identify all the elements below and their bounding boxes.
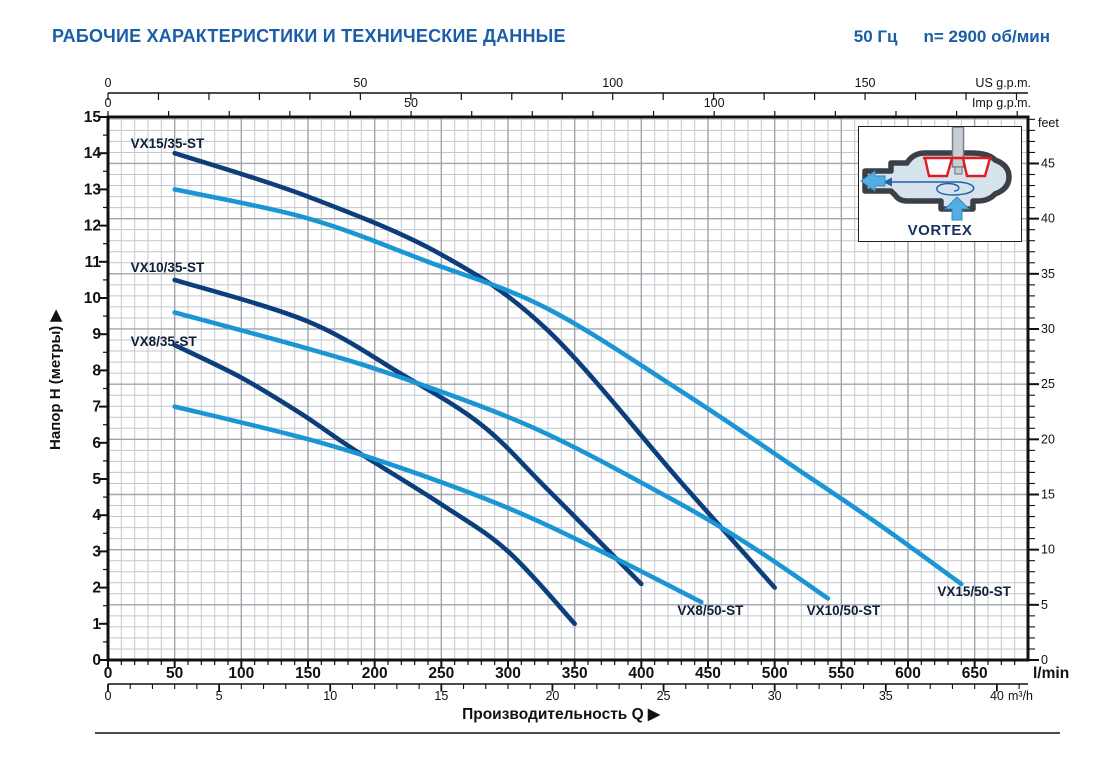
curve-vx10-50-st (172, 310, 831, 601)
tick-label: 10 (323, 689, 337, 703)
tick-label: 20 (545, 689, 559, 703)
curve-vx10-35-st (172, 277, 644, 587)
curve-label-vx15-35-st: VX15/35-ST (131, 136, 205, 151)
tick-label: 30 (1041, 322, 1055, 336)
curve-label-vx15-50-st: VX15/50-ST (937, 584, 1011, 599)
tick-label: 10 (1041, 543, 1055, 557)
tick-label: 5 (1041, 598, 1048, 612)
tick-label: 0 (1041, 653, 1048, 667)
outlet-arrow-icon (860, 170, 886, 192)
tick-label: 200 (362, 665, 388, 682)
page-header: РАБОЧИЕ ХАРАКТЕРИСТИКИ И ТЕХНИЧЕСКИЕ ДАН… (52, 26, 1050, 47)
tick-label: 20 (1041, 432, 1055, 446)
tick-label: 600 (895, 665, 921, 682)
motor-shaft (951, 127, 965, 168)
tick-label: 35 (879, 689, 893, 703)
y-axis-title: Напор H (метры) ▶ (47, 309, 64, 450)
tick-label: 40 (1041, 212, 1055, 226)
imp-gpm-unit-label: Imp g.p.m. (972, 96, 1031, 110)
tick-label: 12 (84, 218, 101, 235)
impeller-icon (923, 156, 992, 178)
speed-value: n= 2900 об/мин (923, 27, 1050, 46)
tick-label: 30 (768, 689, 782, 703)
tick-label: 15 (84, 109, 102, 126)
vortex-label: VORTEX (907, 222, 973, 239)
tick-label: 14 (84, 145, 102, 162)
us-gpm-unit-label: US g.p.m. (975, 76, 1031, 90)
lmin-unit-label: l/min (1033, 665, 1069, 682)
tick-label: 15 (434, 689, 448, 703)
curve-vx15-35-st (172, 150, 777, 590)
tick-label: 7 (92, 399, 101, 416)
chart-generated-layer: VX15/35-ST VX10/35-ST VX8/35-ST VX15/50-ST V… (84, 76, 1069, 703)
tick-label: 150 (295, 665, 321, 682)
tick-label: 5 (216, 689, 223, 703)
tick-label: 500 (762, 665, 788, 682)
tick-label: 0 (105, 96, 112, 110)
tick-label: 3 (92, 543, 101, 560)
tick-label: 650 (962, 665, 988, 682)
tick-label: 0 (105, 689, 112, 703)
tick-label: 50 (404, 96, 418, 110)
tick-label: 25 (657, 689, 671, 703)
tick-label: 10 (84, 290, 101, 307)
curve-label-vx8-50-st: VX8/50-ST (677, 603, 744, 618)
tick-label: 300 (495, 665, 521, 682)
tick-label: 100 (602, 76, 623, 90)
tick-label: 25 (1041, 377, 1055, 391)
tick-label: 150 (855, 76, 876, 90)
flow-line-arrowhead-icon (883, 177, 892, 187)
tick-label: 100 (228, 665, 254, 682)
tick-label: 45 (1041, 156, 1055, 170)
tick-label: 50 (353, 76, 367, 90)
tick-label: 250 (428, 665, 454, 682)
tick-label: 4 (92, 507, 101, 524)
tick-label: 0 (105, 76, 112, 90)
tick-label: 550 (828, 665, 854, 682)
vortex-flow-line (889, 181, 975, 196)
tick-label: 8 (92, 362, 101, 379)
tick-label: 6 (92, 435, 101, 452)
curve-label-vx10-35-st: VX10/35-ST (131, 260, 205, 275)
tick-label: 9 (92, 326, 101, 343)
x-axis-title: Производительность Q ▶ (462, 706, 661, 723)
tick-label: 400 (628, 665, 654, 682)
tick-label: 5 (92, 471, 101, 488)
tick-label: 40 (990, 689, 1004, 703)
curve-vx8-50-st (172, 404, 704, 605)
tick-label: 13 (84, 181, 102, 198)
vortex-inset: VORTEX (858, 126, 1022, 242)
tick-label: 0 (104, 665, 113, 682)
tick-label: 11 (85, 254, 102, 271)
inlet-arrow-icon (943, 196, 971, 221)
tick-label: 350 (562, 665, 588, 682)
curve-vx15-50-st (172, 187, 964, 587)
header-specs: 50 Гц n= 2900 об/мин (854, 27, 1050, 47)
frequency-value: 50 Гц (853, 27, 898, 46)
m3h-unit-label: m³/h (1008, 689, 1033, 703)
tick-label: 100 (704, 96, 725, 110)
curve-label-vx10-50-st: VX10/50-ST (807, 603, 881, 618)
tick-label: 15 (1041, 487, 1055, 501)
tick-label: 35 (1041, 267, 1055, 281)
curve-label-vx8-35-st: VX8/35-ST (131, 334, 198, 349)
tick-label: 50 (166, 665, 183, 682)
pump-section-diagram (860, 127, 1012, 221)
page-title: РАБОЧИЕ ХАРАКТЕРИСТИКИ И ТЕХНИЧЕСКИЕ ДАН… (52, 26, 566, 46)
feet-unit-label: feet (1038, 116, 1059, 130)
tick-label: 1 (92, 616, 101, 633)
tick-label: 0 (92, 652, 101, 669)
shaft-hub (954, 166, 963, 175)
tick-label: 2 (92, 580, 101, 597)
tick-label: 450 (695, 665, 721, 682)
